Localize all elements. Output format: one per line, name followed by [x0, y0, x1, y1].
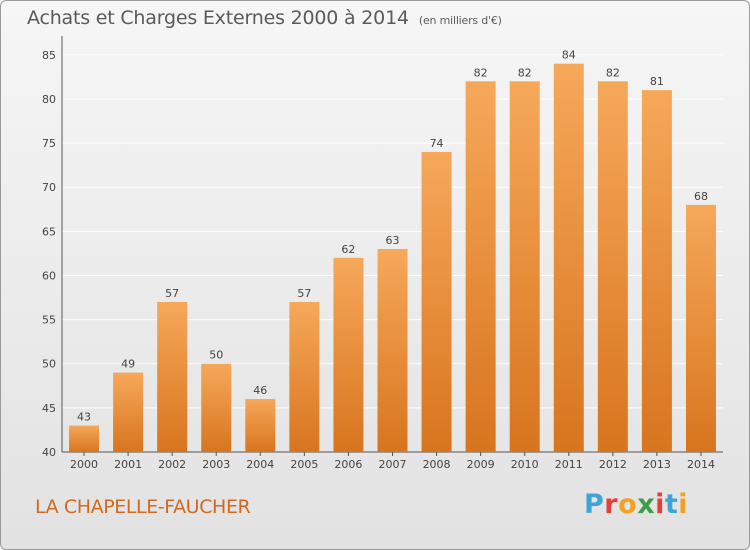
bar-value-label: 57	[165, 287, 179, 300]
chart-title: Achats et Charges Externes 2000 à 2014	[27, 7, 409, 29]
logo-letter: i	[678, 489, 689, 520]
x-tick-label: 2010	[511, 458, 539, 471]
x-tick-label: 2004	[246, 458, 274, 471]
bar-2000	[69, 425, 100, 452]
x-tick-label: 2009	[467, 458, 495, 471]
bar-value-label: 62	[341, 243, 355, 256]
x-tick-label: 2007	[379, 458, 407, 471]
place-name: LA CHAPELLE-FAUCHER	[35, 496, 251, 518]
logo-letter: x	[637, 489, 656, 520]
labels-layer: 43 49 57 50 46 57 62 63 74 82 82 84 82 81 68	[77, 49, 708, 424]
x-tick-label: 2002	[158, 458, 186, 471]
bar-value-label: 49	[121, 358, 135, 371]
bar-2009	[465, 81, 496, 452]
x-tick-label: 2006	[334, 458, 362, 471]
x-tick-label: 2013	[643, 458, 671, 471]
proxiti-logo[interactable]: Proxiti	[584, 489, 688, 520]
y-tick-label: 50	[42, 358, 56, 371]
logo-letter: i	[655, 489, 665, 520]
logo-letter: r	[604, 489, 619, 520]
bar-value-label: 82	[606, 66, 620, 79]
y-tick-label: 65	[42, 225, 56, 238]
x-tick-label: 2000	[70, 458, 98, 471]
bar-2003	[201, 363, 232, 452]
bar-2012	[597, 81, 628, 452]
y-tick-label: 45	[42, 402, 56, 415]
logo-letter: P	[584, 489, 605, 520]
x-tick-label: 2011	[555, 458, 583, 471]
bar-value-label: 57	[297, 287, 311, 300]
x-tick-label: 2001	[114, 458, 142, 471]
bar-2007	[377, 249, 408, 452]
x-tick-label: 2014	[687, 458, 715, 471]
x-tick-label: 2003	[202, 458, 230, 471]
bar-2011	[553, 63, 584, 453]
chart-title-line: Achats et Charges Externes 2000 à 2014 (e…	[27, 7, 502, 29]
bars-layer	[69, 63, 716, 453]
bar-value-label: 46	[253, 384, 267, 397]
logo-letter: o	[618, 489, 638, 520]
bar-value-label: 81	[650, 75, 664, 88]
bar-value-label: 50	[209, 349, 223, 362]
y-tick-label: 40	[42, 446, 56, 459]
bar-2014	[685, 204, 716, 452]
bar-2005	[289, 301, 320, 452]
y-tick-label: 75	[42, 137, 56, 150]
y-tick-label: 55	[42, 314, 56, 327]
y-tick-label: 60	[42, 269, 56, 282]
x-tick-label: 2005	[290, 458, 318, 471]
bar-2006	[333, 257, 364, 452]
bar-2008	[421, 151, 452, 453]
bar-value-label: 68	[694, 190, 708, 203]
axes-layer: 40 45 50 55 60 65 70 75 80 85 2000 2001 2002 2003 2004…	[42, 36, 723, 471]
logo-letter: t	[664, 489, 679, 520]
bar-2004	[245, 399, 276, 452]
bar-2010	[509, 81, 540, 452]
bar-value-label: 63	[386, 234, 400, 247]
bar-2002	[157, 301, 188, 452]
chart-subtitle: (en milliers d'€)	[418, 14, 502, 27]
bar-value-label: 74	[430, 137, 444, 150]
y-tick-label: 85	[42, 49, 56, 62]
x-tick-label: 2012	[599, 458, 627, 471]
bar-value-label: 43	[77, 411, 91, 424]
bar-2001	[113, 372, 144, 452]
bar-value-label: 82	[474, 66, 488, 79]
bar-2013	[641, 90, 672, 452]
y-tick-label: 70	[42, 181, 56, 194]
x-tick-label: 2008	[423, 458, 451, 471]
bar-value-label: 84	[562, 49, 576, 62]
bar-value-label: 82	[518, 66, 532, 79]
y-tick-label: 80	[42, 93, 56, 106]
